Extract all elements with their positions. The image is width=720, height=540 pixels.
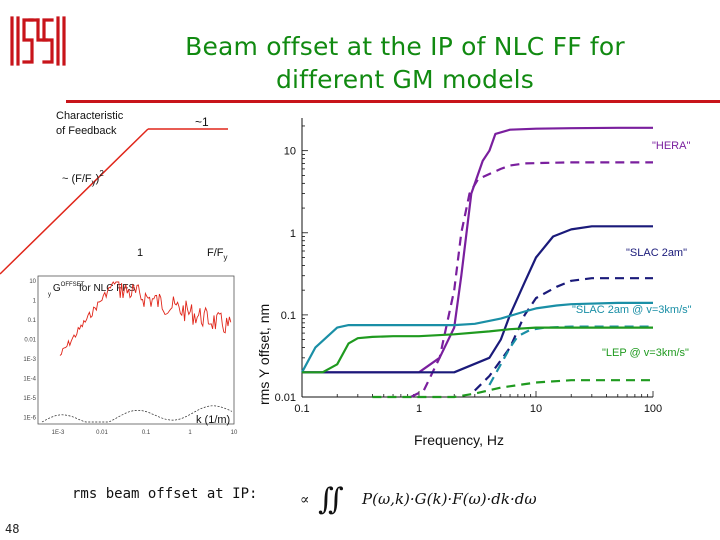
x-tick-label: 1	[416, 403, 422, 415]
formula-caption: rms beam offset at IP:	[72, 486, 258, 502]
series-label: "HERA"	[652, 140, 690, 152]
feedback-x-ratio-label: F/Fy	[207, 247, 228, 262]
g-offset-x-tick: 0.01	[96, 430, 108, 436]
x-tick-label: 100	[644, 403, 662, 415]
feedback-slope-label: ~ (F/Fy)2	[62, 169, 104, 187]
page-number: 48	[5, 522, 20, 536]
logo-stroke	[22, 18, 34, 64]
g-offset-x-ticks: 1E-3 0.01 0.1 1 10	[52, 430, 238, 436]
formula-integral: ∬	[318, 482, 344, 517]
series-label: "SLAC 2am @ v=3km/s"	[572, 304, 692, 316]
g-offset-y-ticks: 10 1 0.1 0.01 1E-3 1E-4 1E-5 1E-6	[23, 279, 36, 422]
series-line-slac-2am-v-3km-s-solid	[301, 301, 653, 373]
x-tick-label: 0.1	[294, 403, 309, 415]
y-axis-label: rms Y offset, nm	[256, 304, 272, 405]
g-offset-label: GOFFSET yfor NLC FFS	[48, 282, 135, 298]
feedback-title-line-1: Characteristic	[56, 110, 124, 122]
title-rule	[66, 100, 720, 103]
feedback-x-one-label: 1	[137, 247, 143, 259]
offset-formula: ∝ ∬ P(ω,k)·G(k)·F(ω)·dk·dω	[300, 482, 537, 517]
y-tick-label: 0.01	[275, 392, 296, 404]
g-offset-x-tick: 1E-3	[52, 430, 65, 436]
series-line-slac-2am-solid	[302, 225, 653, 374]
slide-title-line-2: different GM models	[275, 65, 535, 94]
feedback-characteristic: Characteristic of Feedback ~1 ~ (F/Fy)2 …	[0, 110, 228, 275]
g-offset-y-tick: 0.01	[24, 338, 36, 344]
g-offset-y-tick: 1	[33, 299, 37, 305]
series-line-lep-v-3km-s-dashed	[372, 379, 653, 399]
y-tick-label: 0.1	[281, 310, 296, 322]
feedback-title-line-2: of Feedback	[56, 125, 117, 137]
feedback-slope-line	[0, 128, 149, 275]
series-line-hera-dashed	[410, 161, 653, 398]
series-line-lep-v-3km-s-solid	[302, 326, 653, 374]
g-offset-y-tick: 1E-6	[23, 416, 36, 422]
feedback-level-label: ~1	[195, 115, 209, 129]
x-tick-label: 10	[530, 403, 542, 415]
y-tick-label: 10	[284, 146, 296, 158]
series-line-slac-2am-dashed	[474, 277, 653, 392]
plot-labels: "HERA" "SLAC 2am" "SLAC 2am @ v=3km/s" "LEP…	[572, 140, 692, 359]
series-label: "LEP @ v=3km/s"	[602, 347, 689, 359]
g-offset-x-tick: 1	[188, 430, 192, 436]
formula-prefix: ∝	[300, 492, 309, 508]
g-offset-inset: GOFFSET yfor NLC FFS 10 1 0.1 0.01 1E-3 1E-4 1E…	[23, 275, 238, 436]
g-offset-x-tick: 10	[231, 430, 238, 436]
g-offset-y-tick: 1E-3	[23, 357, 36, 363]
g-offset-k-label: k (1/m)	[196, 414, 230, 426]
g-offset-y-tick: 0.1	[28, 318, 37, 324]
g-offset-x-tick: 0.1	[142, 430, 151, 436]
ssrl-logo	[10, 16, 66, 66]
slide-title-line-1: Beam offset at the IP of NLC FF for	[185, 32, 625, 61]
x-axis-label: Frequency, Hz	[414, 432, 504, 448]
g-offset-y-tick: 1E-4	[23, 377, 36, 383]
g-offset-y-tick: 1E-5	[23, 396, 36, 402]
feedback-and-g-panel: Characteristic of Feedback ~1 ~ (F/Fy)2 …	[0, 110, 238, 436]
formula-body: P(ω,k)·G(k)·F(ω)·dk·dω	[361, 490, 537, 508]
slide-title: Beam offset at the IP of NLC FF for diff…	[130, 30, 680, 96]
logo-stroke	[42, 18, 54, 64]
series-label: "SLAC 2am"	[626, 247, 687, 259]
plot-series	[301, 126, 653, 399]
y-tick-label: 1	[290, 228, 296, 240]
g-offset-frame	[37, 275, 235, 425]
g-offset-feedback-curve	[41, 405, 233, 423]
g-offset-nlc-curve	[59, 281, 232, 356]
g-offset-y-tick: 10	[29, 279, 36, 285]
series-line-hera-solid	[302, 126, 653, 374]
